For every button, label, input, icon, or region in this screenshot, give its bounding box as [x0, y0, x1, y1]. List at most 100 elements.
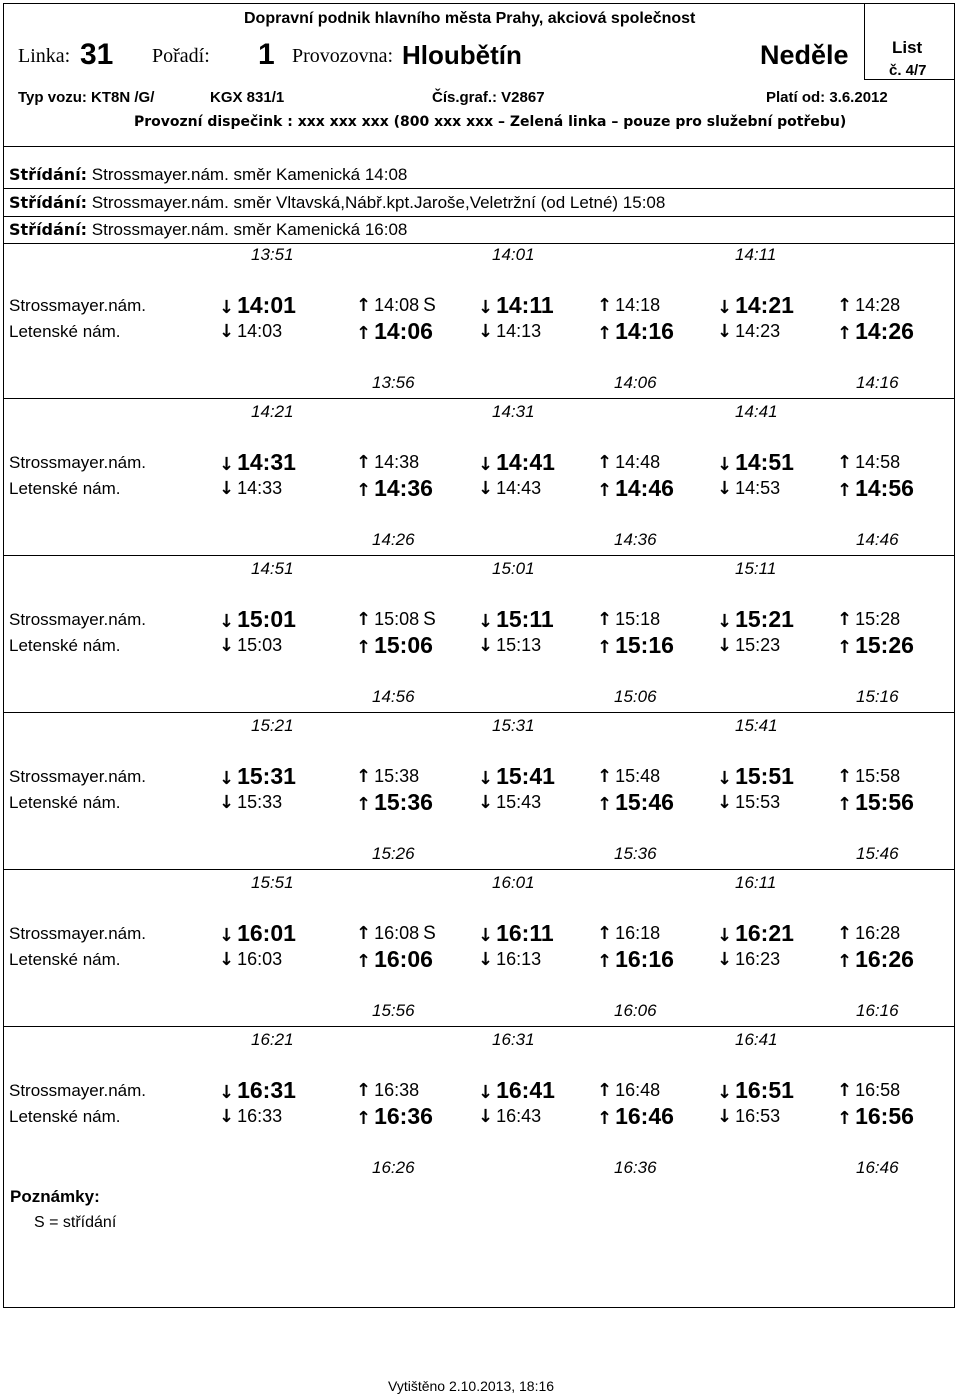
time-value: 14:23 — [735, 321, 781, 341]
up-arrow-icon: ↑ — [356, 480, 372, 501]
stop-name: Strossmayer.nám. — [9, 767, 146, 786]
time-cell: ↓ 15:43 — [478, 792, 541, 813]
down-arrow-icon: ↓ — [478, 611, 494, 632]
time-cell: ↓ 14:11 — [478, 292, 554, 319]
time-cell: ↓ 16:31 — [219, 1077, 296, 1104]
stop-name: Strossmayer.nám. — [9, 453, 146, 472]
time-value: 16:26 — [855, 946, 914, 972]
departure-above: 13:51 — [251, 245, 294, 264]
list-number: č. 4/7 — [889, 62, 927, 79]
departure-above: 14:11 — [735, 245, 777, 264]
time-value: 14:01 — [237, 292, 296, 318]
up-arrow-icon: ↑ — [356, 923, 372, 944]
departure-below: 14:16 — [856, 373, 899, 392]
up-arrow-icon: ↑ — [597, 951, 613, 972]
time-cell: ↓ 16:13 — [478, 949, 541, 970]
down-arrow-icon: ↓ — [219, 949, 235, 970]
block-divider — [4, 1026, 954, 1027]
departure-above: 16:11 — [735, 873, 777, 892]
vehicle-type: Typ vozu: KT8N /G/ — [18, 89, 155, 106]
down-arrow-icon: ↓ — [478, 792, 494, 813]
up-arrow-icon: ↑ — [597, 480, 613, 501]
divider — [4, 188, 954, 189]
time-value: 14:08 — [374, 295, 420, 315]
departure-above: 16:21 — [251, 1030, 294, 1049]
time-value: 15:41 — [496, 763, 555, 789]
up-arrow-icon: ↑ — [597, 923, 613, 944]
down-arrow-icon: ↓ — [478, 949, 494, 970]
time-value: 16:11 — [496, 920, 554, 946]
day-label: Neděle — [760, 40, 849, 70]
time-value: 16:58 — [855, 1080, 901, 1100]
up-arrow-icon: ↑ — [597, 609, 613, 630]
time-value: 16:43 — [496, 1106, 542, 1126]
up-arrow-icon: ↑ — [597, 766, 613, 787]
up-arrow-icon: ↑ — [597, 295, 613, 316]
shift-change-2: Střídání: Strossmayer.nám. směr Vltavská… — [9, 193, 666, 212]
time-value: 15:58 — [855, 766, 901, 786]
down-arrow-icon: ↓ — [219, 611, 235, 632]
up-arrow-icon: ↑ — [356, 609, 372, 630]
poradi-value: 1 — [258, 38, 275, 71]
time-cell: ↑ 16:36 — [356, 1103, 433, 1130]
time-cell: ↑ 16:48 — [597, 1080, 660, 1101]
sheet-number-box: List č. 4/7 — [864, 4, 954, 80]
time-cell: ↓ 16:33 — [219, 1106, 282, 1127]
time-cell: ↑ 15:56 — [837, 789, 914, 816]
time-cell: ↓ 15:51 — [717, 763, 794, 790]
time-cell: ↓ 14:43 — [478, 478, 541, 499]
stop-name: Letenské nám. — [9, 636, 121, 655]
departure-below: 15:56 — [372, 1001, 415, 1020]
down-arrow-icon: ↓ — [219, 792, 235, 813]
down-arrow-icon: ↓ — [478, 925, 494, 946]
time-value: 15:43 — [496, 792, 542, 812]
list-label: List — [892, 38, 923, 57]
time-cell: ↓ 14:13 — [478, 321, 541, 342]
time-cell: ↓ 15:41 — [478, 763, 555, 790]
departure-below: 16:26 — [372, 1158, 415, 1177]
time-cell: ↑ 16:28 — [837, 923, 900, 944]
time-cell: ↑ 15:26 — [837, 632, 914, 659]
shift-change-flag: S — [423, 295, 436, 316]
departure-above: 14:21 — [251, 402, 294, 421]
departure-above: 16:31 — [492, 1030, 535, 1049]
down-arrow-icon: ↓ — [717, 321, 733, 342]
time-cell: ↓ 14:03 — [219, 321, 282, 342]
up-arrow-icon: ↑ — [837, 480, 853, 501]
shift-change-flag: S — [423, 923, 436, 944]
stop-name: Strossmayer.nám. — [9, 1081, 146, 1100]
block-divider — [4, 869, 954, 870]
time-cell: ↓ 16:51 — [717, 1077, 794, 1104]
down-arrow-icon: ↓ — [478, 297, 494, 318]
time-cell: ↓ 16:11 — [478, 920, 554, 947]
time-cell: ↓ 15:01 — [219, 606, 296, 633]
time-cell: ↓ 14:23 — [717, 321, 780, 342]
departure-below: 14:26 — [372, 530, 415, 549]
time-value: 14:43 — [496, 478, 542, 498]
up-arrow-icon: ↑ — [837, 1108, 853, 1129]
up-arrow-icon: ↑ — [356, 951, 372, 972]
time-value: 15:11 — [496, 606, 554, 632]
time-cell: ↓ 15:03 — [219, 635, 282, 656]
down-arrow-icon: ↓ — [717, 1082, 733, 1103]
departure-above: 15:21 — [251, 716, 294, 735]
departure-above: 15:31 — [492, 716, 535, 735]
timetable-sheet: Dopravní podnik hlavního města Prahy, ak… — [3, 3, 955, 1308]
time-cell: ↑ 14:16 — [597, 318, 674, 345]
down-arrow-icon: ↓ — [219, 297, 235, 318]
time-cell: ↑ 15:06 — [356, 632, 433, 659]
down-arrow-icon: ↓ — [717, 635, 733, 656]
time-cell: ↓ 14:53 — [717, 478, 780, 499]
time-cell: ↓ 15:31 — [219, 763, 296, 790]
departure-above: 14:51 — [251, 559, 294, 578]
divider — [4, 243, 954, 244]
kgx-code: KGX 831/1 — [210, 89, 285, 106]
departure-below: 16:06 — [614, 1001, 657, 1020]
time-value: 14:38 — [374, 452, 420, 472]
time-cell: ↓ 16:53 — [717, 1106, 780, 1127]
time-value: 14:26 — [855, 318, 914, 344]
divider — [4, 146, 954, 147]
departure-above: 15:01 — [492, 559, 535, 578]
time-cell: ↓ 16:43 — [478, 1106, 541, 1127]
stop-name: Letenské nám. — [9, 322, 121, 341]
